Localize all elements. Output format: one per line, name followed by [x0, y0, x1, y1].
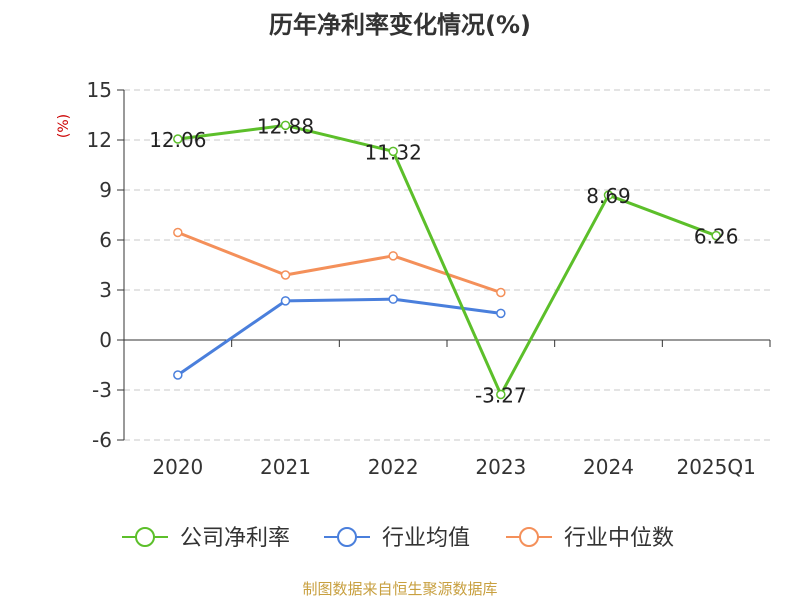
legend-label: 行业中位数 [564, 526, 674, 551]
y-tick-label: 15 [87, 78, 112, 102]
data-point[interactable] [173, 370, 183, 380]
data-point[interactable] [496, 389, 506, 400]
data-label: 12.06 [149, 128, 206, 152]
data-point[interactable] [603, 190, 614, 200]
data-point[interactable] [280, 270, 291, 280]
data-label: -3.27 [475, 384, 527, 408]
y-tick-label: 3 [99, 278, 112, 302]
legend-marker [135, 527, 155, 547]
series-0 [173, 120, 721, 400]
series-line [177, 123, 717, 396]
legend-item[interactable]: 公司净利率 [122, 526, 290, 551]
data-point[interactable] [711, 230, 721, 241]
source-note: 制图数据来自恒生聚源数据库 [302, 580, 497, 598]
data-point[interactable] [280, 120, 291, 131]
y-axis-label: (%) [56, 114, 72, 138]
data-point[interactable] [388, 146, 398, 157]
y-tick-label: 9 [99, 178, 112, 202]
y-tick-label: 12 [87, 128, 112, 152]
chart-title: 历年净利率变化情况(%) [269, 11, 531, 39]
axes [123, 90, 770, 440]
x-tick-label: 2025Q1 [676, 455, 755, 479]
data-point[interactable] [496, 287, 506, 298]
y-tick-label: 6 [99, 228, 112, 252]
series-1 [173, 294, 506, 380]
data-point[interactable] [388, 251, 398, 261]
x-tick-label: 2022 [368, 455, 419, 479]
data-point[interactable] [173, 134, 183, 144]
data-point[interactable] [173, 227, 183, 238]
legend-label: 公司净利率 [180, 526, 290, 551]
x-axis-ticks: 2020 2021 2022 2023 2024 2025Q1 [123, 340, 771, 479]
y-tick-label: 0 [99, 328, 112, 352]
data-labels: 12.06 12.88 11.32 -3.27 8.69 6.26 [149, 114, 738, 407]
legend[interactable]: 公司净利率 行业均值 行业中位数 [122, 526, 674, 551]
x-tick-label: 2023 [475, 455, 526, 479]
y-axis-ticks: 15 12 9 6 3 0 -3 -6 [87, 78, 124, 452]
data-point[interactable] [496, 308, 506, 319]
data-point[interactable] [388, 294, 398, 304]
data-point[interactable] [280, 296, 291, 306]
series-line [176, 297, 502, 377]
data-label: 8.69 [586, 184, 631, 208]
x-tick-label: 2021 [260, 455, 311, 479]
legend-marker [519, 527, 539, 547]
x-tick-label: 2024 [583, 455, 634, 479]
legend-item[interactable]: 行业中位数 [506, 526, 674, 551]
series-2 [173, 227, 506, 298]
series-lines [173, 120, 721, 400]
legend-marker [337, 527, 357, 547]
grid-lines [124, 89, 770, 441]
y-tick-label: -3 [92, 378, 112, 402]
legend-item[interactable]: 行业均值 [324, 526, 470, 551]
data-label: 6.26 [694, 225, 739, 249]
y-tick-label: -6 [92, 428, 112, 452]
data-label: 12.88 [257, 114, 314, 138]
x-tick-label: 2020 [152, 455, 203, 479]
legend-label: 行业均值 [382, 526, 470, 551]
data-label: 11.32 [365, 140, 422, 164]
